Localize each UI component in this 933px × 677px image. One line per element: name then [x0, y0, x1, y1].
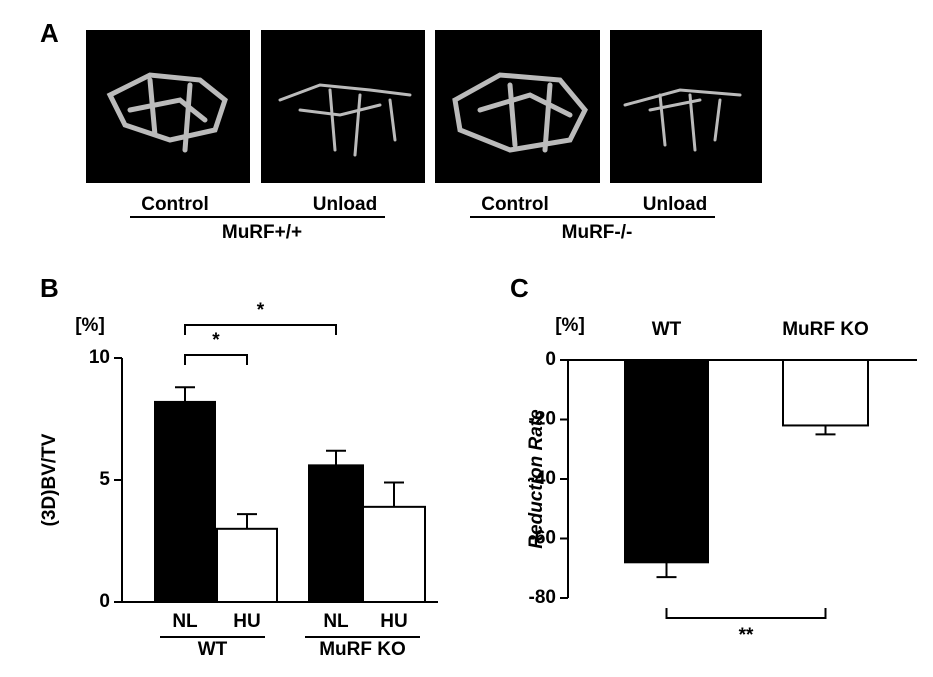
significance-bracket — [184, 354, 248, 365]
category-label: HU — [380, 611, 407, 632]
category-label: MuRF KO — [782, 319, 869, 340]
bar — [154, 400, 216, 604]
micro-ct-image — [435, 30, 600, 183]
significance-label: * — [212, 330, 220, 351]
y-tick-label: 5 — [99, 469, 110, 490]
bone-structure — [106, 72, 742, 157]
bar — [216, 527, 278, 603]
y-tick-label: 0 — [99, 591, 110, 612]
panel-label: C — [510, 273, 529, 303]
image-label: Unload — [643, 194, 707, 215]
unit-label: [%] — [555, 315, 585, 336]
significance-bracket — [665, 608, 827, 619]
group-label: MuRF KO — [319, 639, 406, 660]
y-axis-label: Reduction Rate — [526, 409, 547, 549]
y-tick-label: -60 — [529, 528, 556, 549]
y-axis-label: (3D)BV/TV — [39, 433, 60, 526]
panel-label: B — [40, 273, 59, 303]
y-tick-label: 0 — [545, 349, 556, 370]
significance-bracket — [184, 324, 337, 335]
image-label: Control — [141, 194, 209, 215]
category-label: WT — [652, 319, 682, 340]
y-tick-label: 10 — [89, 347, 110, 368]
panel-label: A — [40, 18, 59, 48]
bar — [624, 359, 709, 564]
y-tick-label: -40 — [529, 468, 556, 489]
group-label: WT — [198, 639, 228, 660]
bar — [362, 505, 426, 603]
y-tick-label: -80 — [529, 587, 556, 608]
image-label: Control — [481, 194, 549, 215]
images — [86, 30, 762, 183]
group-label: MuRF-/- — [562, 222, 633, 243]
micro-ct-image — [610, 30, 762, 183]
category-label: HU — [233, 611, 260, 632]
category-label: NL — [172, 611, 198, 632]
y-tick-label: -20 — [529, 409, 556, 430]
bar — [782, 359, 869, 427]
image-label: Unload — [313, 194, 377, 215]
group-label: MuRF+/+ — [222, 222, 302, 243]
micro-ct-image — [261, 30, 425, 183]
category-label: NL — [323, 611, 349, 632]
unit-label: [%] — [75, 315, 105, 336]
bar — [308, 464, 364, 603]
significance-label: ** — [739, 625, 754, 646]
significance-label: * — [257, 300, 265, 321]
